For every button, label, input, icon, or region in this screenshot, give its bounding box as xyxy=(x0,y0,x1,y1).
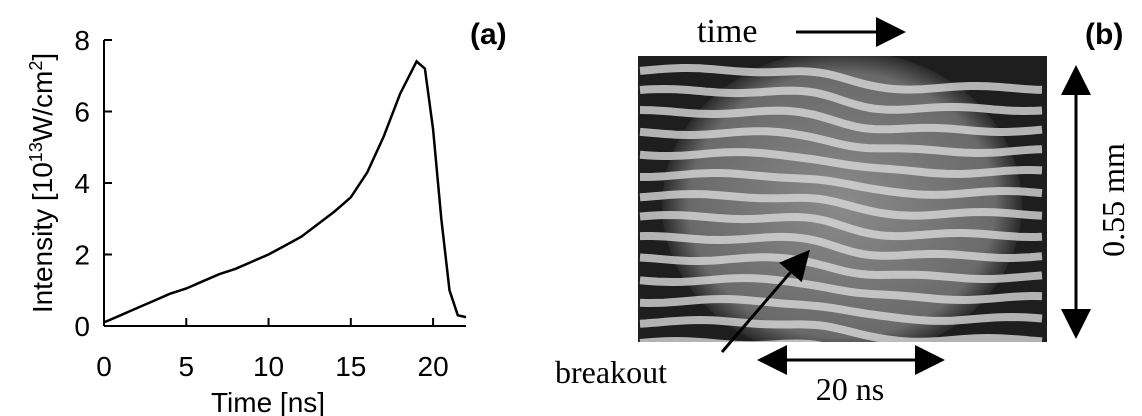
time-label: time xyxy=(697,13,757,50)
duration-label: 20 ns xyxy=(816,371,884,407)
y-tick-label: 2 xyxy=(74,240,90,271)
fringe xyxy=(639,253,1043,283)
x-tick-label: 15 xyxy=(335,351,366,382)
x-tick-label: 5 xyxy=(178,351,194,382)
y-tick-label: 4 xyxy=(74,168,90,199)
fringe xyxy=(640,169,1043,199)
y-tick-label: 8 xyxy=(74,25,90,56)
y-label-part: ] xyxy=(27,53,58,61)
fringe xyxy=(639,210,1043,241)
y-label-part: W/cm xyxy=(27,71,58,143)
breakout-arrow xyxy=(720,249,810,353)
fringe xyxy=(639,189,1043,220)
data-line xyxy=(103,59,467,324)
y-label-part: Intensity [10 xyxy=(27,162,58,313)
y-tick-label: 6 xyxy=(74,97,90,128)
panel-label: (a) xyxy=(470,18,507,51)
y-axis-label: Intensity [1013W/cm2] xyxy=(26,53,58,313)
y-label-part: 2 xyxy=(26,61,46,71)
panel-label: (b) xyxy=(1085,18,1123,51)
fringe xyxy=(639,106,1043,136)
fringe xyxy=(639,274,1043,305)
breakout-label: breakout xyxy=(555,354,667,390)
size-label: 0.55 mm xyxy=(1095,143,1131,257)
fringe xyxy=(639,84,1043,116)
x-tick-label: 20 xyxy=(418,351,449,382)
x-tick-label: 10 xyxy=(253,351,284,382)
y-label-part: 13 xyxy=(26,142,46,162)
fringe xyxy=(639,294,1043,325)
x-axis-label: Time [ns] xyxy=(211,387,325,416)
fringe xyxy=(639,315,1043,342)
fringe xyxy=(639,148,1043,179)
fringe xyxy=(639,64,1043,94)
fringe xyxy=(639,127,1043,157)
streak-image xyxy=(638,56,1047,342)
panel-a: 0 2 4 6 8 0 5 10 15 20 xyxy=(74,25,467,382)
y-tick-label: 0 xyxy=(74,311,90,342)
fringes xyxy=(639,64,1043,342)
x-tick-label: 0 xyxy=(96,351,112,382)
fringe xyxy=(639,232,1043,262)
